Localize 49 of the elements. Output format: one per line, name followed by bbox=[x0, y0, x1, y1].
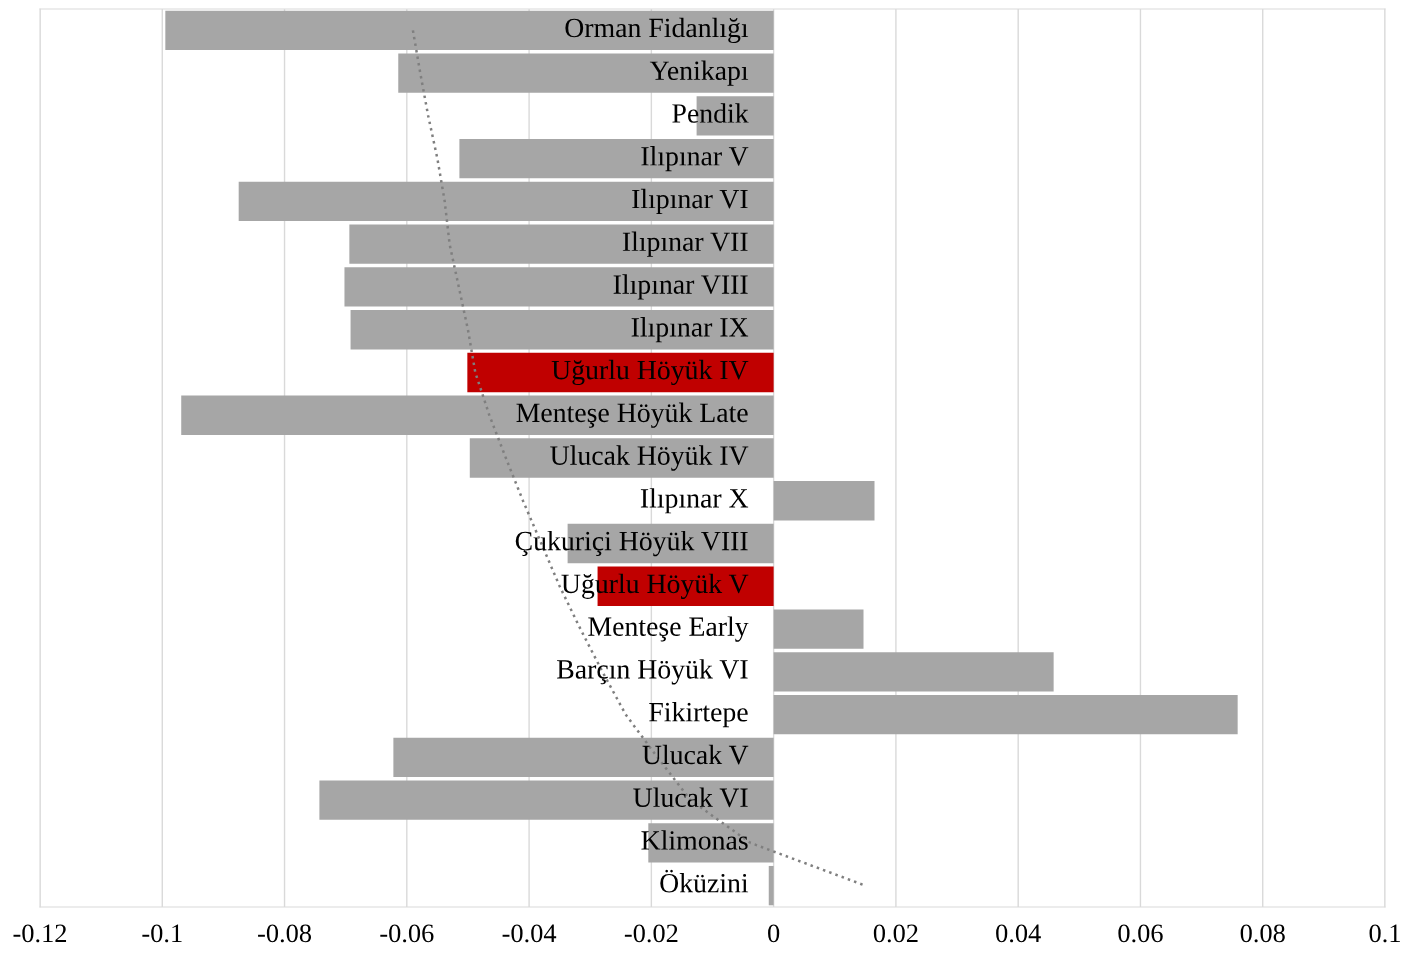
bar bbox=[398, 53, 774, 93]
x-tick-label: 0.08 bbox=[1240, 924, 1285, 943]
bar bbox=[773, 694, 1238, 735]
y-tick-label: Ilıpınar X bbox=[640, 488, 749, 514]
bar bbox=[469, 438, 774, 478]
y-tick-label: Ilıpınar VI bbox=[632, 188, 748, 215]
bar bbox=[350, 310, 774, 350]
y-tick-label: Ulucak V bbox=[642, 744, 749, 765]
bar bbox=[393, 737, 774, 777]
bar bbox=[773, 609, 864, 649]
x-tick-label: -0.1 bbox=[142, 924, 182, 943]
bar bbox=[467, 352, 774, 393]
bar bbox=[459, 139, 774, 179]
bar bbox=[349, 224, 774, 264]
bar bbox=[768, 865, 774, 906]
x-tick-label: 0 bbox=[768, 924, 780, 943]
y-tick-label: Ilıpınar VII bbox=[622, 231, 748, 257]
y-tick-label: Menteşe Early bbox=[588, 616, 749, 642]
bar bbox=[344, 267, 774, 307]
x-tick-label: -0.08 bbox=[258, 924, 312, 943]
y-tick-label: Uğurlu Höyük IV bbox=[551, 359, 749, 386]
x-tick-label: 0.06 bbox=[1118, 924, 1163, 943]
y-tick-label: Çukuriçi Höyük VIII bbox=[515, 530, 748, 557]
y-tick-label: Ulucak Höyük IV bbox=[550, 445, 749, 471]
bar bbox=[181, 395, 774, 435]
bar bbox=[773, 481, 875, 521]
y-tick-label: Ilıpınar IX bbox=[631, 317, 749, 343]
y-tick-label: Klimonas bbox=[641, 830, 748, 850]
y-tick-label: Barçın Höyük VI bbox=[557, 659, 748, 685]
y-tick-label: Ulucak VI bbox=[633, 787, 748, 808]
x-tick-label: -0.04 bbox=[502, 924, 557, 943]
y-tick-label: Orman Fidanlığı bbox=[565, 17, 749, 44]
bar bbox=[319, 780, 774, 820]
y-tick-label: Ilıpınar VIII bbox=[613, 274, 748, 300]
bar bbox=[238, 181, 774, 222]
x-tick-label: -0.12 bbox=[13, 924, 67, 943]
y-tick-label: Menteşe Höyük Late bbox=[516, 402, 748, 428]
y-tick-label: Yenikapı bbox=[649, 60, 749, 86]
y-tick-label: Pendik bbox=[672, 103, 749, 123]
x-tick-label: 0.02 bbox=[873, 924, 918, 943]
x-tick-label: 0.1 bbox=[1369, 924, 1400, 943]
bar bbox=[165, 10, 774, 51]
x-tick-label: -0.02 bbox=[624, 924, 678, 943]
x-tick-label: 0.04 bbox=[996, 924, 1041, 943]
y-tick-label: Ilıpınar V bbox=[641, 146, 749, 172]
y-tick-label: Fikirtepe bbox=[649, 701, 748, 728]
bar bbox=[773, 652, 1054, 692]
x-tick-label: -0.06 bbox=[380, 924, 434, 943]
y-tick-label: Öküzini bbox=[660, 869, 749, 893]
